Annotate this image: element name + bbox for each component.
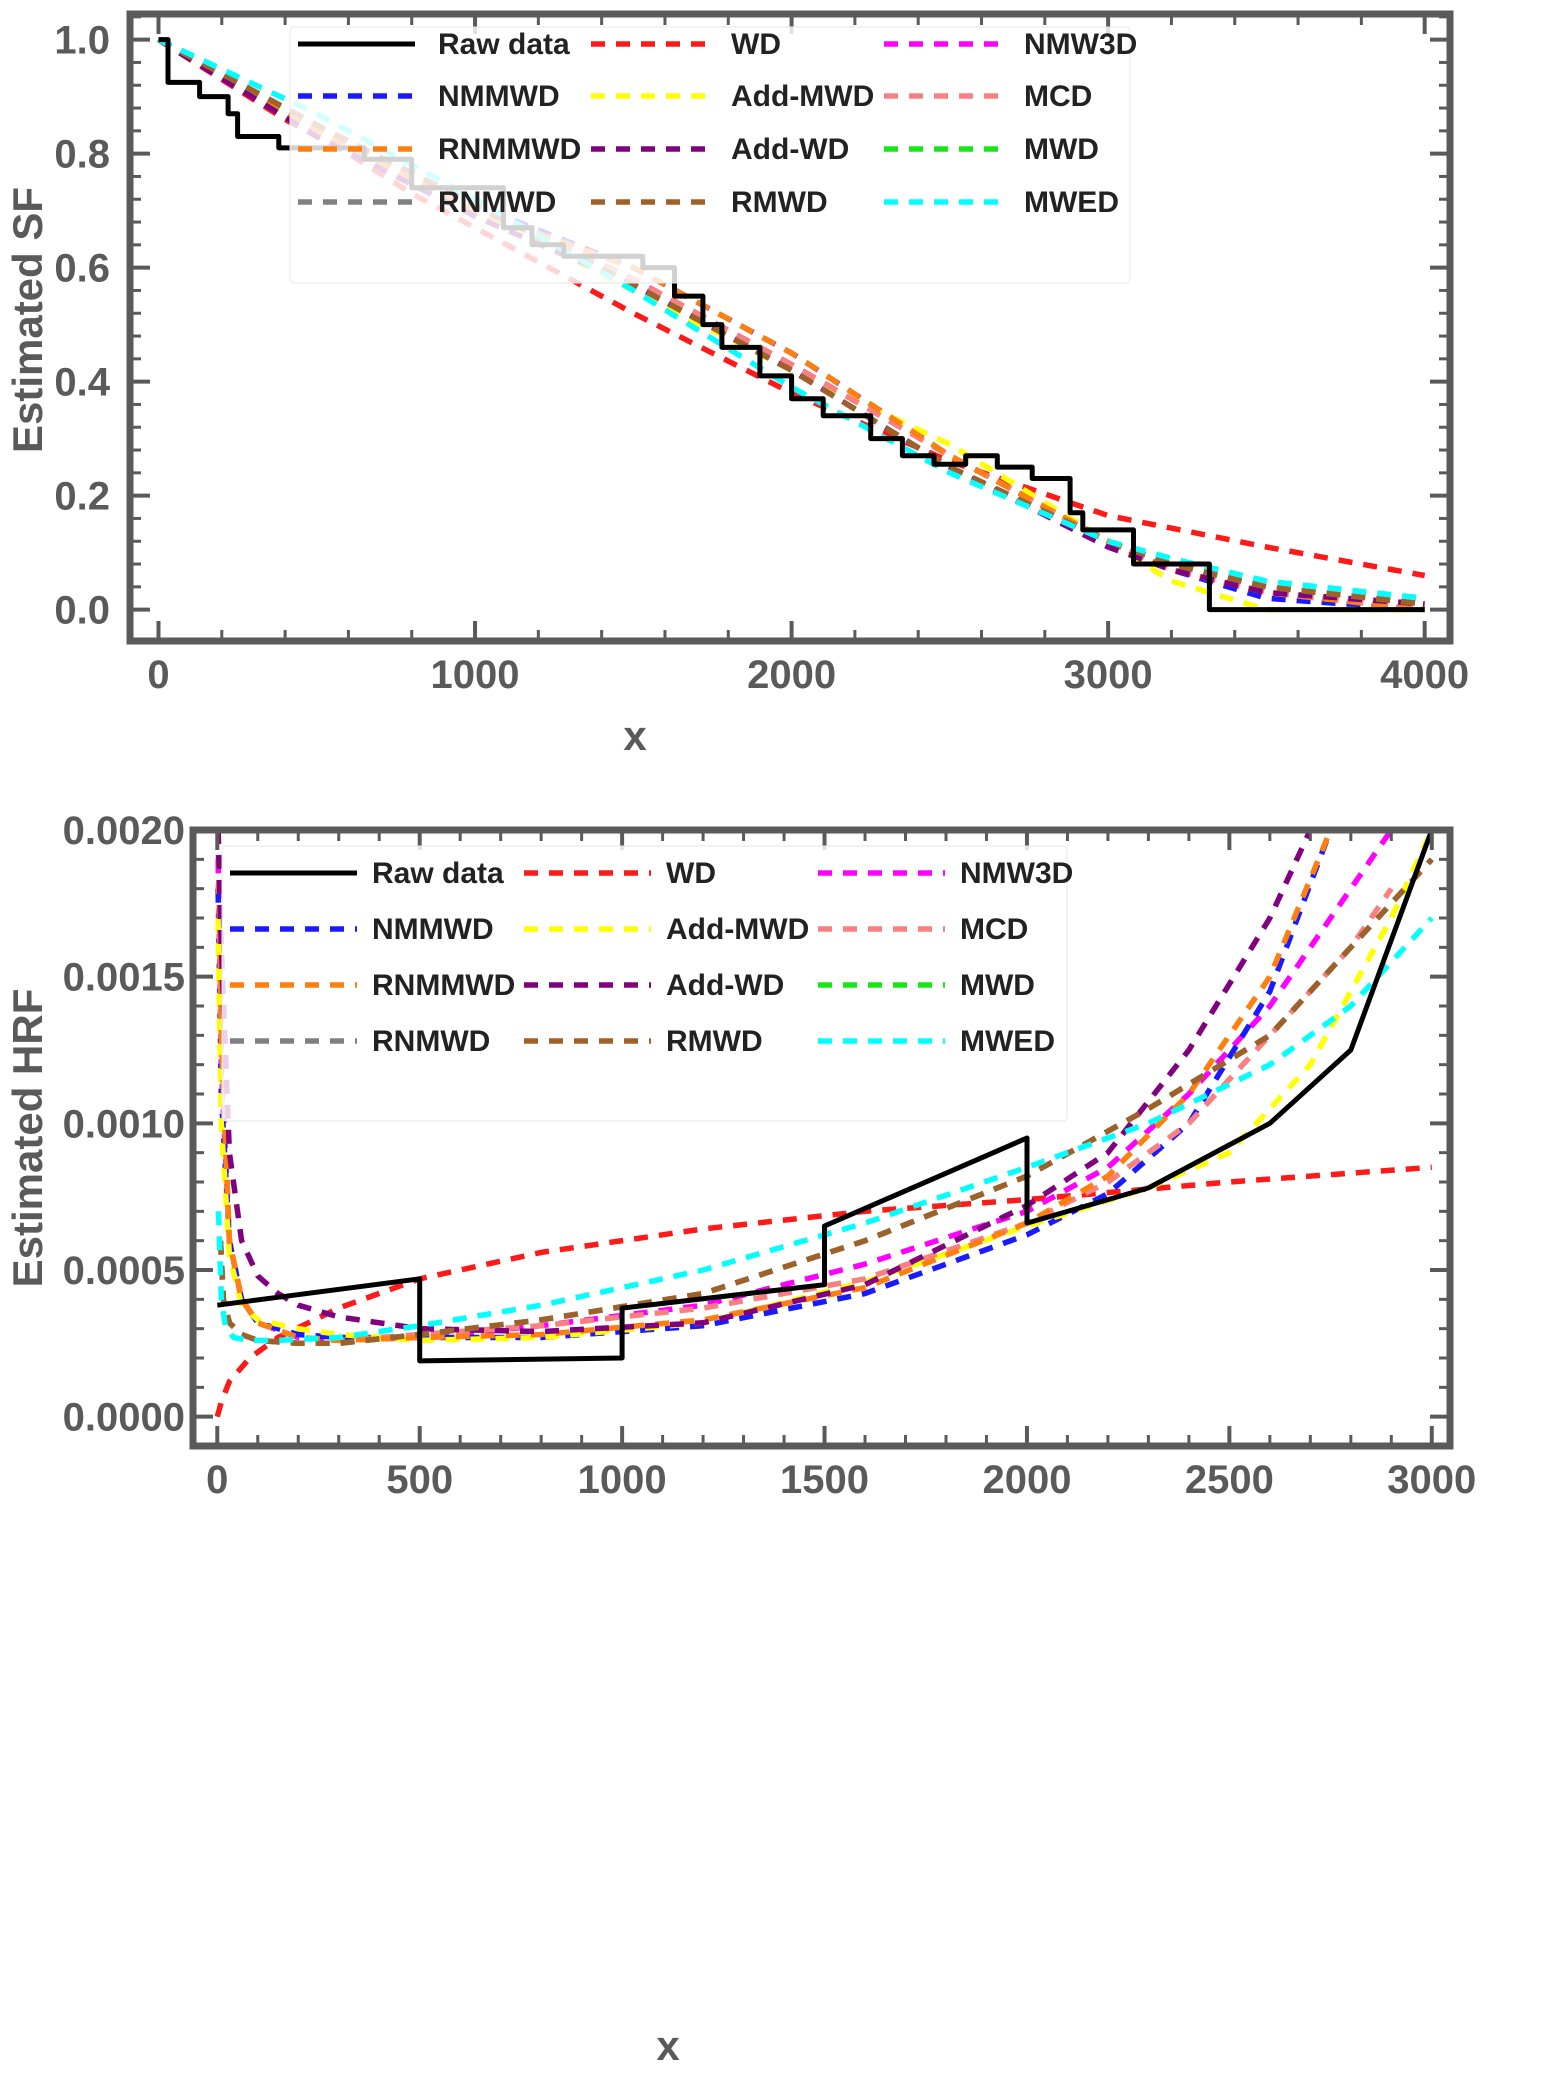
x-axis-label: x [656,2022,680,2069]
series-line-mcd [157,37,1425,613]
series-line-rnmmwd [215,830,1334,1344]
legend-label-rnmwd: RNMWD [438,186,556,219]
legend-label-rnmwd: RNMWD [372,1025,490,1058]
series-lines [157,37,1426,613]
legend-label-nmw3d: NMW3D [1024,28,1137,61]
series-line-raw-data [216,830,1435,1364]
series-line-add-wd [215,830,1313,1335]
legend-label-rnmmwd: RNMMWD [438,133,581,166]
legend-label-add-mwd: Add-MWD [666,913,809,946]
legend: Raw data WD NMW3D NMMWD Add-MWD MCD RNMMWD Add-… [221,845,1073,1122]
legend-box [221,845,1068,1122]
x-tick-label: 4000 [1380,653,1469,697]
y-tick-label: 0.0020 [63,809,185,853]
legend: Raw data WD NMW3D NMMWD Add-MWD MCD RNMMWD Add-… [289,26,1137,284]
x-tick-label: 0 [206,1458,228,1502]
x-tick-label: 3000 [1387,1458,1476,1502]
legend-label-mwd: MWD [1024,133,1099,166]
axis-ticks: 0 500 1000 1500 2000 2500 3000 0.0000 0.0005 0.00… [63,809,1477,1502]
plot-frame [189,826,1454,1450]
series-lines [214,830,1435,1418]
x-tick-label: 0 [147,653,169,697]
legend-label-mwed: MWED [960,1025,1055,1058]
x-tick-label: 1000 [578,1458,667,1502]
legend-label-mcd: MCD [960,913,1028,946]
y-axis-label: Estimated SF [4,187,51,453]
legend-label-raw-data: Raw data [438,28,570,61]
x-axis-label: x [623,712,647,759]
x-tick-label: 2000 [982,1458,1071,1502]
series-line-mwed [215,916,1434,1344]
x-tick-label: 1000 [431,653,520,697]
legend-label-mcd: MCD [1024,80,1092,113]
x-tick-label: 2000 [747,653,836,697]
hrf-chart: 0 500 1000 1500 2000 2500 3000 0.0000 0.0005 0.00… [4,809,1476,2069]
y-axis-label: Estimated HRF [4,989,51,1288]
y-tick-label: 0.0010 [63,1102,185,1146]
x-tick-label: 3000 [1064,653,1153,697]
y-tick-label: 1.0 [54,19,110,63]
y-tick-label: 0.0 [54,589,110,633]
axis-ticks: 0 1000 2000 3000 4000 0.0 0.2 0.4 0.6 0.8 1.0 [54,14,1469,697]
legend-label-rmwd: RMWD [666,1025,763,1058]
legend-label-add-wd: Add-WD [731,133,849,166]
legend-label-rmwd: RMWD [731,186,828,219]
legend-label-raw-data: Raw data [372,857,504,890]
y-tick-label: 0.6 [54,247,110,291]
y-tick-label: 0.0005 [63,1249,185,1293]
series-line-add-mwd [215,830,1435,1344]
y-tick-label: 0.0000 [63,1396,185,1440]
legend-label-wd: WD [666,857,716,890]
x-tick-label: 2500 [1185,1458,1274,1502]
legend-label-mwed: MWED [1024,186,1119,219]
sf-chart: 0 1000 2000 3000 4000 0.0 0.2 0.4 0.6 0.8 1.0 x Esti… [4,10,1469,759]
y-tick-label: 0.4 [54,361,110,405]
x-tick-label: 1500 [780,1458,869,1502]
y-tick-label: 0.8 [54,133,110,177]
legend-label-nmw3d: NMW3D [960,857,1073,890]
legend-label-rnmmwd: RNMMWD [372,969,515,1002]
legend-label-nmmwd: NMMWD [438,80,560,113]
legend-box [289,26,1131,284]
series-line-rnmmwd [157,37,1425,613]
legend-label-add-mwd: Add-MWD [731,80,874,113]
legend-label-wd: WD [731,28,781,61]
legend-label-nmmwd: NMMWD [372,913,494,946]
legend-label-mwd: MWD [960,969,1035,1002]
legend-label-add-wd: Add-WD [666,969,784,1002]
x-tick-label: 500 [386,1458,453,1502]
y-tick-label: 0.0015 [63,956,185,1000]
y-tick-label: 0.2 [54,475,110,519]
series-line-raw-data [158,37,1425,613]
